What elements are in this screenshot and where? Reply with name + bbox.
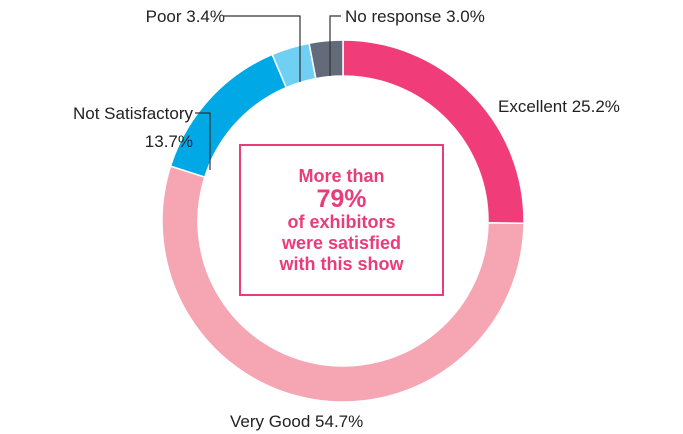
not-satisfactory-value: 13.7% [145, 132, 193, 151]
no-response-slice [308, 39, 344, 80]
center-callout-box: More than 79% of exhibitors were satisfi… [239, 144, 444, 296]
center-line-5: with this show [279, 253, 404, 274]
center-line-4: were satisfied [281, 233, 402, 254]
poor-leader-line [224, 15, 301, 82]
slices-group [161, 39, 525, 403]
not-satisfactory-leader-line [195, 112, 211, 170]
excellent-label: Excellent 25.2% [498, 97, 620, 116]
not-satisfactory-label: Not Satisfactory [73, 104, 193, 123]
center-percentage: 79% [316, 185, 367, 214]
poor-label: Poor 3.4% [146, 7, 225, 26]
center-line-3: of exhibitors [287, 212, 396, 233]
very-good-slice [161, 165, 525, 403]
center-line-1: More than [298, 165, 385, 186]
very-good-label: Very Good 54.7% [230, 412, 363, 431]
no-response-label: No response 3.0% [345, 7, 485, 26]
no-response-leader-line [329, 15, 341, 76]
